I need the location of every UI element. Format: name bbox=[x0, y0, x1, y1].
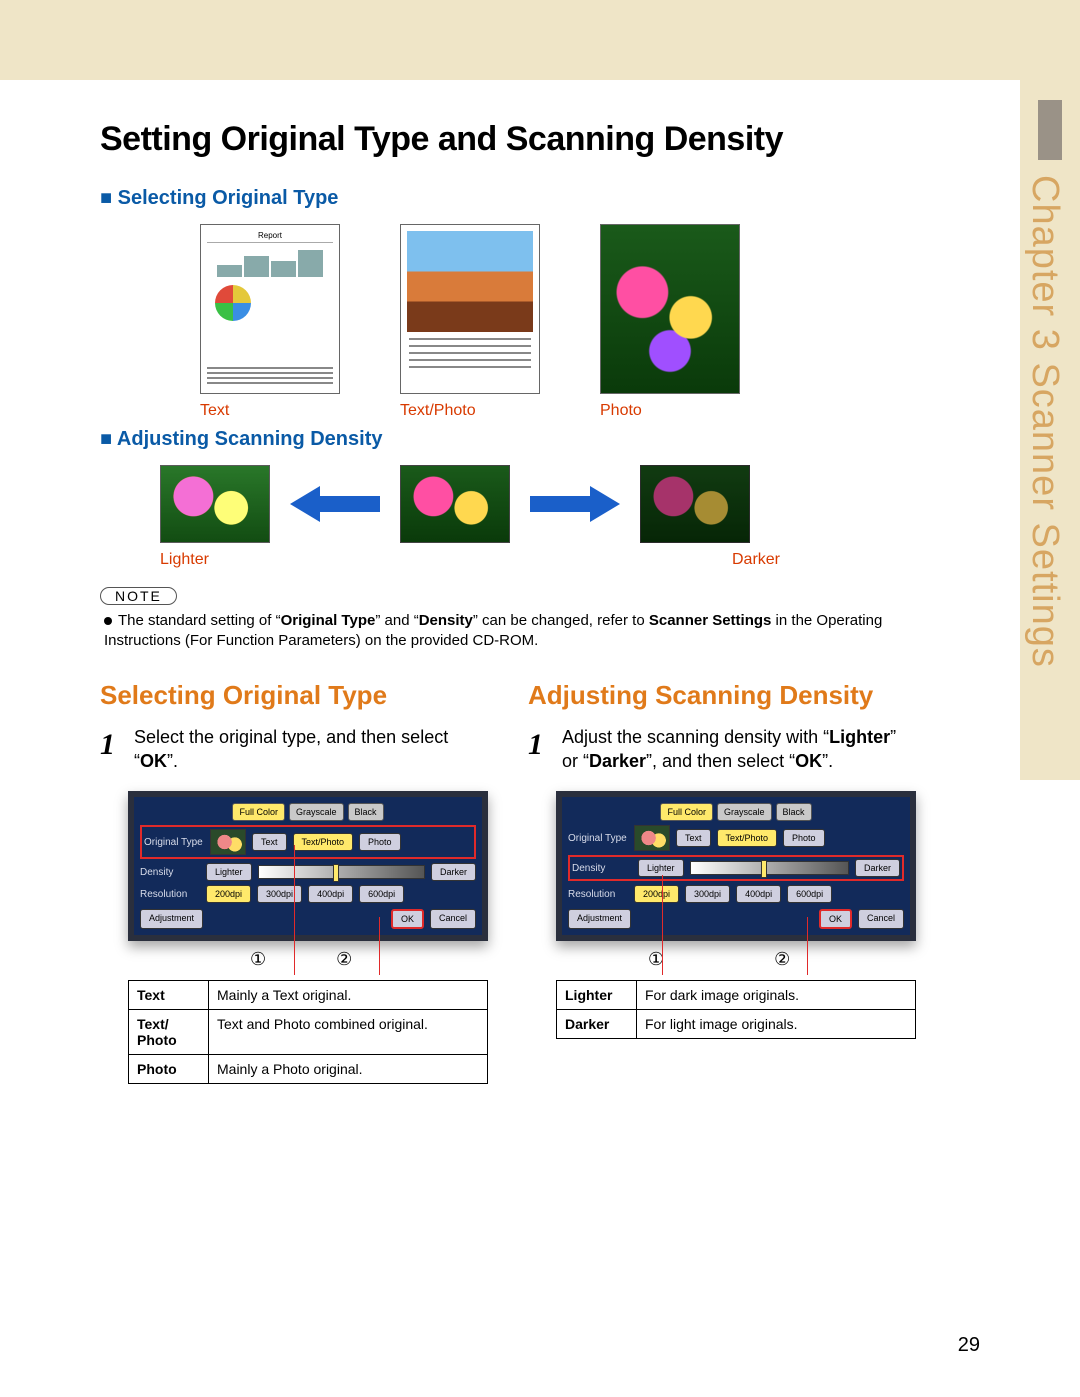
ui-btn-cancel[interactable]: Cancel bbox=[858, 909, 904, 929]
ui-label-original: Original Type bbox=[144, 837, 204, 848]
ui-label-resolution: Resolution bbox=[568, 889, 628, 900]
ui-preview-thumb bbox=[634, 825, 670, 851]
thumb-text-header: Report bbox=[207, 231, 333, 243]
ui-btn-cancel[interactable]: Cancel bbox=[430, 909, 476, 929]
page-content: Setting Original Type and Scanning Densi… bbox=[0, 80, 1000, 1084]
ui-tab-fullcolor[interactable]: Full Color bbox=[660, 803, 713, 821]
ui-tab-fullcolor[interactable]: Full Color bbox=[232, 803, 285, 821]
ui-btn-textphoto[interactable]: Text/Photo bbox=[717, 829, 778, 847]
ui-btn-textphoto[interactable]: Text/Photo bbox=[293, 833, 354, 851]
density-photo-normal bbox=[400, 465, 510, 543]
table-original-type: TextMainly a Text original. Text/ PhotoT… bbox=[128, 980, 488, 1084]
table-density: LighterFor dark image originals. DarkerF… bbox=[556, 980, 916, 1039]
thumb-textphoto-label: Text/Photo bbox=[400, 402, 476, 420]
thumb-photo-label: Photo bbox=[600, 402, 642, 420]
heading-selecting: Selecting Original Type bbox=[100, 680, 488, 711]
markers-left: ① ② bbox=[250, 949, 488, 970]
table-row: LighterFor dark image originals. bbox=[557, 981, 916, 1010]
ui-btn-300dpi[interactable]: 300dpi bbox=[685, 885, 730, 903]
ui-label-resolution: Resolution bbox=[140, 889, 200, 900]
bullet-icon bbox=[104, 617, 112, 625]
thumb-textphoto bbox=[400, 224, 540, 394]
ui-btn-adjustment[interactable]: Adjustment bbox=[140, 909, 203, 929]
table-row: Text/ PhotoText and Photo combined origi… bbox=[129, 1010, 488, 1055]
table-row: PhotoMainly a Photo original. bbox=[129, 1055, 488, 1084]
page-title: Setting Original Type and Scanning Densi… bbox=[100, 120, 900, 159]
density-photo-lighter bbox=[160, 465, 270, 543]
ui-label-density: Density bbox=[140, 867, 200, 878]
marker-2: ② bbox=[774, 949, 790, 970]
chapter-tab-text: Chapter 3 Scanner Settings bbox=[1023, 175, 1066, 668]
density-illustration bbox=[160, 465, 900, 543]
ui-btn-adjustment[interactable]: Adjustment bbox=[568, 909, 631, 929]
ui-btn-600dpi[interactable]: 600dpi bbox=[359, 885, 404, 903]
ui-btn-photo[interactable]: Photo bbox=[359, 833, 401, 851]
ui-label-original: Original Type bbox=[568, 833, 628, 844]
ui-btn-text[interactable]: Text bbox=[676, 829, 711, 847]
step-text-right: Adjust the scanning density with “Lighte… bbox=[562, 725, 916, 774]
ui-tab-grayscale[interactable]: Grayscale bbox=[289, 803, 344, 821]
original-type-thumbs: Report Text Text/Photo Photo bbox=[200, 224, 900, 420]
thumb-photo bbox=[600, 224, 740, 394]
ui-density-slider[interactable] bbox=[690, 861, 849, 875]
density-labels: Lighter Darker bbox=[160, 551, 780, 569]
ui-btn-200dpi[interactable]: 200dpi bbox=[206, 885, 251, 903]
ui-btn-text[interactable]: Text bbox=[252, 833, 287, 851]
marker-1: ① bbox=[250, 949, 266, 970]
step-text-left: Select the original type, and then selec… bbox=[134, 725, 488, 774]
ui-btn-darker[interactable]: Darker bbox=[431, 863, 476, 881]
chapter-tab-marker bbox=[1038, 100, 1062, 160]
step-number: 1 bbox=[528, 725, 552, 774]
subheading-density: Adjusting Scanning Density bbox=[100, 428, 900, 451]
col-selecting: Selecting Original Type 1 Select the ori… bbox=[100, 680, 488, 1085]
arrow-right-icon bbox=[530, 486, 620, 522]
ui-tab-grayscale[interactable]: Grayscale bbox=[717, 803, 772, 821]
arrow-left-icon bbox=[290, 486, 380, 522]
table-row: DarkerFor light image originals. bbox=[557, 1010, 916, 1039]
ui-panel-density: Full Color Grayscale Black Original Type… bbox=[556, 791, 916, 941]
ui-btn-photo[interactable]: Photo bbox=[783, 829, 825, 847]
ui-preview-thumb bbox=[210, 829, 246, 855]
label-darker: Darker bbox=[732, 551, 780, 569]
subheading-original-type: Selecting Original Type bbox=[100, 187, 900, 210]
ui-btn-600dpi[interactable]: 600dpi bbox=[787, 885, 832, 903]
ui-tab-black[interactable]: Black bbox=[776, 803, 812, 821]
ui-density-slider[interactable] bbox=[258, 865, 425, 879]
thumb-text-label: Text bbox=[200, 402, 229, 420]
ui-btn-ok[interactable]: OK bbox=[819, 909, 852, 929]
label-lighter: Lighter bbox=[160, 551, 209, 569]
table-row: TextMainly a Text original. bbox=[129, 981, 488, 1010]
step-number: 1 bbox=[100, 725, 124, 774]
ui-panel-original: Full Color Grayscale Black Original Type… bbox=[128, 791, 488, 941]
ui-tab-black[interactable]: Black bbox=[348, 803, 384, 821]
note-text: The standard setting of “Original Type” … bbox=[104, 611, 900, 652]
ui-btn-lighter[interactable]: Lighter bbox=[638, 859, 684, 877]
density-photo-darker bbox=[640, 465, 750, 543]
note-pill: NOTE bbox=[100, 587, 177, 605]
two-column-steps: Selecting Original Type 1 Select the ori… bbox=[100, 680, 900, 1085]
top-banner bbox=[0, 0, 1080, 80]
ui-btn-darker[interactable]: Darker bbox=[855, 859, 900, 877]
ui-btn-300dpi[interactable]: 300dpi bbox=[257, 885, 302, 903]
ui-btn-ok[interactable]: OK bbox=[391, 909, 424, 929]
marker-2: ② bbox=[336, 949, 352, 970]
page-number: 29 bbox=[958, 1334, 980, 1357]
thumb-text: Report bbox=[200, 224, 340, 394]
markers-right: ① ② bbox=[648, 949, 916, 970]
col-adjusting: Adjusting Scanning Density 1 Adjust the … bbox=[528, 680, 916, 1085]
ui-btn-200dpi[interactable]: 200dpi bbox=[634, 885, 679, 903]
ui-btn-400dpi[interactable]: 400dpi bbox=[308, 885, 353, 903]
heading-adjusting: Adjusting Scanning Density bbox=[528, 680, 916, 711]
ui-btn-lighter[interactable]: Lighter bbox=[206, 863, 252, 881]
ui-btn-400dpi[interactable]: 400dpi bbox=[736, 885, 781, 903]
ui-label-density: Density bbox=[572, 863, 632, 874]
